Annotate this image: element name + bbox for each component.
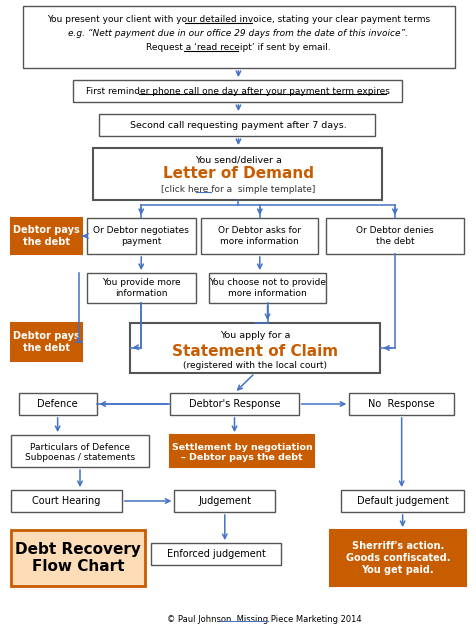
FancyBboxPatch shape: [19, 393, 96, 415]
FancyBboxPatch shape: [150, 543, 280, 565]
Text: Debtor's Response: Debtor's Response: [188, 399, 280, 409]
Text: Enforced judgement: Enforced judgement: [166, 549, 265, 559]
FancyBboxPatch shape: [11, 530, 145, 586]
FancyBboxPatch shape: [23, 6, 454, 68]
Text: Particulars of Defence: Particulars of Defence: [30, 443, 130, 451]
FancyBboxPatch shape: [129, 323, 379, 373]
FancyBboxPatch shape: [73, 80, 401, 102]
FancyBboxPatch shape: [11, 218, 82, 254]
Text: You get paid.: You get paid.: [361, 565, 433, 575]
Text: Debtor pays
the debt: Debtor pays the debt: [13, 225, 79, 247]
FancyBboxPatch shape: [329, 530, 465, 586]
FancyBboxPatch shape: [87, 273, 195, 303]
Text: Request a ‘read receipt’ if sent by email.: Request a ‘read receipt’ if sent by emai…: [146, 44, 330, 53]
Text: Subpoenas / statements: Subpoenas / statements: [25, 453, 135, 462]
Text: Or Debtor negotiates
payment: Or Debtor negotiates payment: [93, 226, 189, 246]
Text: Goods confiscated.: Goods confiscated.: [345, 553, 449, 563]
Text: Court Hearing: Court Hearing: [32, 496, 100, 506]
FancyBboxPatch shape: [341, 490, 463, 512]
Text: Or Debtor asks for
more information: Or Debtor asks for more information: [218, 226, 301, 246]
FancyBboxPatch shape: [87, 218, 195, 254]
Text: e.g. “Nett payment due in our office 29 days from the date of this invoice”.: e.g. “Nett payment due in our office 29 …: [68, 29, 407, 37]
Text: (registered with the local court): (registered with the local court): [182, 361, 326, 370]
Text: You provide more
information: You provide more information: [102, 278, 180, 298]
FancyBboxPatch shape: [325, 218, 463, 254]
Text: [click here for a  simple template]: [click here for a simple template]: [161, 185, 315, 194]
Text: Settlement by negotiation: Settlement by negotiation: [171, 443, 312, 451]
Text: You apply for a: You apply for a: [219, 331, 289, 340]
FancyBboxPatch shape: [170, 435, 314, 467]
FancyBboxPatch shape: [92, 148, 381, 200]
Text: Debtor pays
the debt: Debtor pays the debt: [13, 331, 79, 353]
Text: First reminder phone call one day after your payment term expires: First reminder phone call one day after …: [86, 86, 389, 95]
Text: Letter of Demand: Letter of Demand: [163, 166, 313, 182]
Text: – Debtor pays the debt: – Debtor pays the debt: [181, 453, 302, 462]
Text: No  Response: No Response: [367, 399, 434, 409]
Text: Or Debtor denies
the debt: Or Debtor denies the debt: [355, 226, 433, 246]
Text: Sherriff's action.: Sherriff's action.: [351, 541, 443, 551]
Text: You choose not to provide
more information: You choose not to provide more informati…: [208, 278, 326, 298]
Text: Defence: Defence: [37, 399, 78, 409]
Text: You send/deliver a: You send/deliver a: [195, 156, 281, 164]
FancyBboxPatch shape: [99, 114, 375, 136]
Text: Debt Recovery
Flow Chart: Debt Recovery Flow Chart: [15, 542, 141, 574]
Text: Default judgement: Default judgement: [356, 496, 447, 506]
Text: You present your client with your detailed invoice, stating your clear payment t: You present your client with your detail…: [47, 15, 429, 25]
FancyBboxPatch shape: [201, 218, 317, 254]
Text: © Paul Johnson  Missing Piece Marketing 2014: © Paul Johnson Missing Piece Marketing 2…: [167, 615, 361, 624]
FancyBboxPatch shape: [170, 393, 298, 415]
FancyBboxPatch shape: [209, 273, 325, 303]
FancyBboxPatch shape: [11, 490, 121, 512]
Text: Second call requesting payment after 7 days.: Second call requesting payment after 7 d…: [130, 121, 346, 130]
Text: Judgement: Judgement: [198, 496, 251, 506]
FancyBboxPatch shape: [11, 323, 82, 361]
Text: Statement of Claim: Statement of Claim: [171, 344, 337, 359]
FancyBboxPatch shape: [174, 490, 275, 512]
FancyBboxPatch shape: [11, 435, 149, 467]
FancyBboxPatch shape: [348, 393, 453, 415]
